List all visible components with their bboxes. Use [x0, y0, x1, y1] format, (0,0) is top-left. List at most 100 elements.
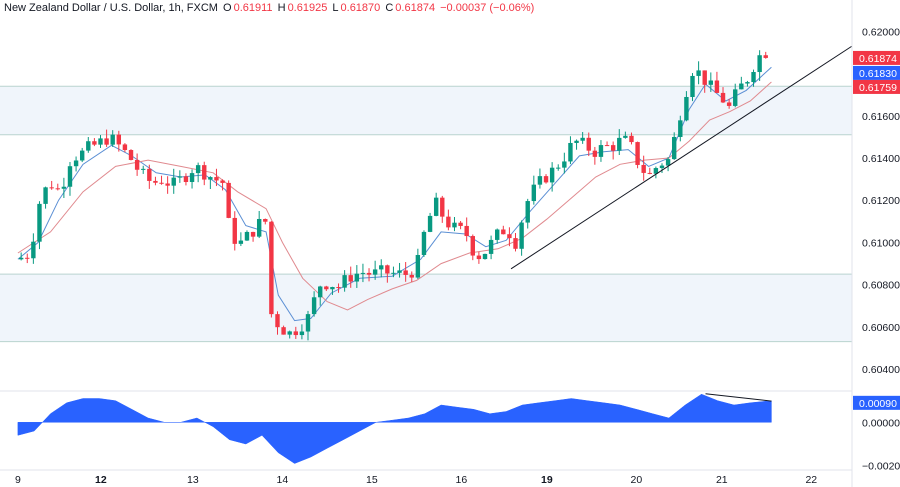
slow-moving-average [17, 81, 772, 311]
slow-ma-tag-label: 0.61759 [859, 82, 897, 94]
candle-down [220, 180, 225, 183]
candle-up [415, 254, 421, 278]
candle-down [226, 182, 231, 218]
candle-up [684, 96, 689, 121]
candle-down [507, 234, 512, 239]
candle-up [452, 222, 457, 228]
candle-down [501, 229, 506, 235]
candle-up [244, 231, 250, 241]
candle-down [763, 55, 768, 58]
candle-up [598, 145, 604, 157]
candle-down [147, 168, 152, 181]
candle-up [208, 177, 213, 180]
oscillator-value-tag-bg [853, 395, 900, 410]
change-value: −0.00037 (−0.06%) [440, 2, 535, 14]
open-value: 0.61911 [233, 2, 273, 14]
candle-up [733, 89, 738, 106]
slow-ma-line [17, 81, 772, 311]
price-axis-tick: 0.61200 [862, 195, 900, 207]
candle-up [708, 80, 714, 85]
candle-up [299, 331, 305, 336]
candle-down [385, 265, 390, 274]
candle-down [403, 270, 408, 275]
candle-up [256, 218, 262, 237]
oscillator-value-tag: 0.00090 [853, 395, 900, 410]
candle-down [336, 287, 341, 289]
candle-up [568, 142, 573, 162]
candle-down [592, 150, 598, 157]
candle-down [25, 257, 30, 259]
candle-down [409, 274, 414, 278]
time-axis-tick: 13 [187, 474, 199, 486]
candle-up [177, 176, 183, 178]
candle-down [122, 144, 128, 151]
candle-down [348, 275, 353, 282]
candle-down [366, 272, 372, 275]
candle-down [183, 176, 189, 183]
time-axis-tick: 9 [15, 474, 21, 486]
candle-down [202, 165, 207, 180]
candle-up [623, 135, 628, 138]
support-resistance-zones [0, 85, 852, 343]
candle-up [678, 120, 683, 137]
candle-up [659, 165, 665, 169]
candle-down [647, 172, 652, 174]
candle-up [696, 70, 701, 76]
candle-down [250, 231, 256, 237]
candle-up [141, 168, 146, 170]
candle-down [458, 222, 463, 226]
candle-up [397, 270, 402, 273]
candle-up [690, 75, 695, 97]
candle-up [31, 241, 36, 259]
candle-down [165, 183, 170, 186]
symbol-title: New Zealand Dollar / U.S. Dollar, 1h, FX… [4, 2, 218, 14]
candle-up [287, 331, 292, 335]
oscillator-pane [17, 393, 772, 464]
candle-up [379, 265, 384, 270]
candle-up [342, 275, 347, 288]
candle-up [79, 150, 85, 161]
candle-up [427, 215, 433, 232]
price-axis-tick: 0.60800 [862, 280, 900, 292]
time-axis-tick: 15 [366, 474, 378, 486]
candle-up [671, 136, 677, 160]
price-tags: 0.61874 0.61830 0.61759 0.00090 [853, 50, 900, 410]
time-axis-tick: 21 [716, 474, 728, 486]
candle-down [128, 150, 134, 160]
candle-down [464, 225, 469, 237]
candle-up [372, 269, 378, 275]
candle-up [238, 240, 244, 244]
ascending-trendline [510, 45, 853, 270]
candle-up [617, 137, 622, 151]
candle-up [318, 286, 323, 298]
candle-down [604, 145, 610, 147]
candle-up [495, 229, 500, 240]
candle-up [574, 140, 579, 143]
candle-down [269, 221, 274, 315]
candle-up [751, 72, 756, 83]
candle-down [610, 145, 616, 151]
time-axis-tick: 14 [277, 474, 289, 486]
candle-down [275, 314, 280, 328]
candle-up [525, 201, 530, 223]
candle-down [92, 141, 97, 145]
candle-down [470, 236, 475, 256]
time-axis-tick: 12 [95, 474, 107, 486]
fast-ma-tag-label: 0.61830 [859, 68, 897, 80]
candle-down [726, 102, 732, 106]
candle-down [263, 218, 268, 222]
price-axis-tick: 0.61400 [862, 153, 900, 165]
candle-down [281, 327, 286, 335]
slow-ma-tag-bg [853, 79, 900, 94]
close-value: 0.61874 [395, 2, 436, 14]
oscillator-axis-tick: −0.00200 [862, 461, 900, 473]
open-label: O [223, 2, 232, 14]
candle-up [354, 273, 360, 282]
candle-up [488, 239, 494, 254]
candle-down [440, 197, 445, 217]
candle-up [549, 167, 555, 183]
high-value: 0.61925 [287, 2, 328, 14]
candle-up [98, 138, 103, 145]
candle-up [757, 55, 762, 73]
